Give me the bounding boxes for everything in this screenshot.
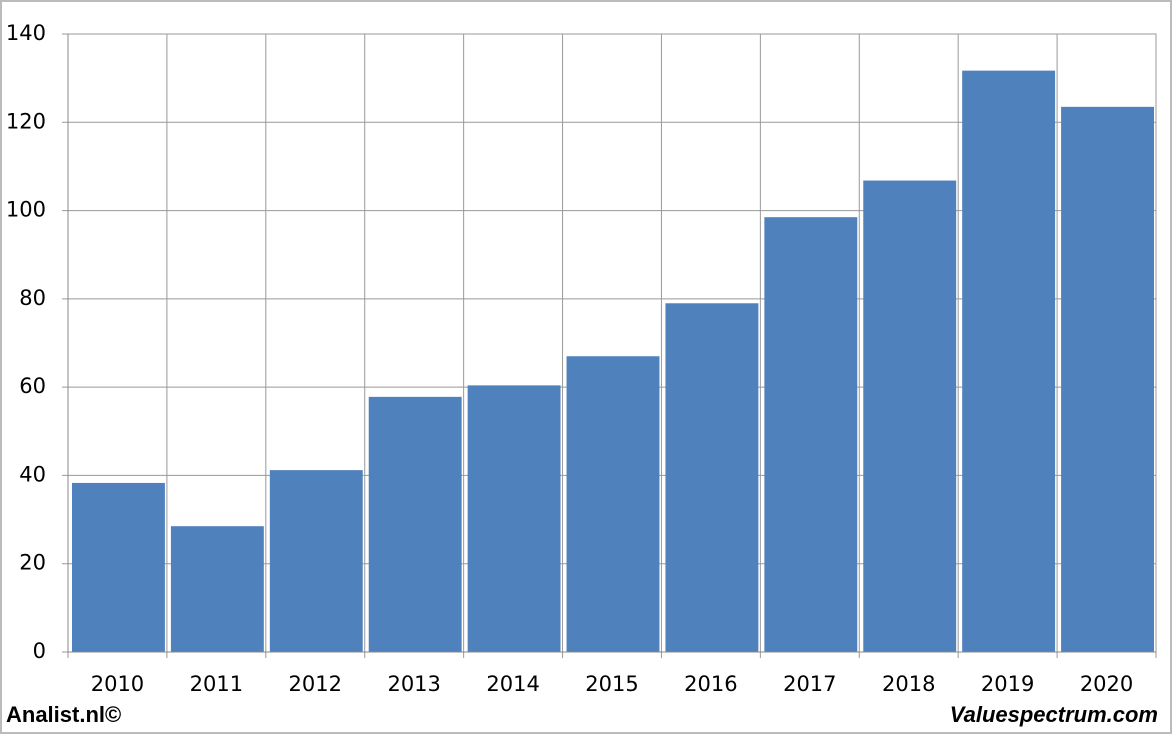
bar (764, 217, 858, 652)
footer-left: Analist.nl© (6, 702, 121, 727)
y-tick-label: 100 (6, 198, 46, 222)
bar (467, 385, 561, 652)
x-tick-label: 2016 (684, 672, 737, 696)
x-tick-label: 2018 (882, 672, 935, 696)
y-tick-label: 60 (19, 374, 46, 398)
x-tick-label: 2017 (783, 672, 836, 696)
x-tick-label: 2011 (190, 672, 243, 696)
x-tick-label: 2012 (289, 672, 342, 696)
bar (566, 356, 660, 652)
y-tick-label: 0 (33, 639, 46, 663)
x-tick-label: 2014 (486, 672, 539, 696)
y-tick-label: 140 (6, 21, 46, 45)
x-tick-label: 2013 (387, 672, 440, 696)
y-tick-label: 20 (19, 551, 46, 575)
bar (72, 482, 165, 652)
bar (863, 180, 957, 652)
x-tick-label: 2020 (1080, 672, 1133, 696)
y-tick-label: 80 (19, 286, 46, 310)
bar (269, 470, 363, 652)
bar (170, 526, 264, 652)
bar (1061, 106, 1154, 653)
bar (368, 396, 462, 652)
x-tick-label: 2015 (585, 672, 638, 696)
x-tick-label: 2019 (981, 672, 1034, 696)
bar (962, 70, 1056, 653)
x-tick-label: 2010 (91, 672, 144, 696)
footer-right: Valuespectrum.com (950, 702, 1158, 727)
y-tick-label: 120 (6, 109, 46, 133)
bar (665, 303, 759, 652)
y-tick-label: 40 (19, 462, 46, 486)
